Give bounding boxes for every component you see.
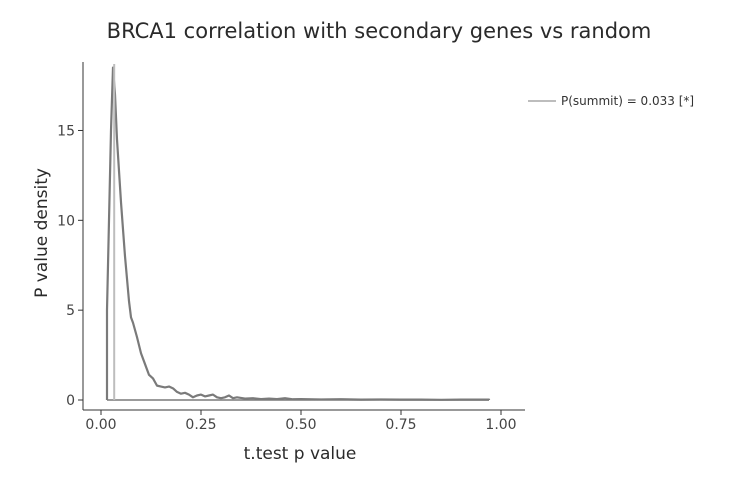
y-tick-label: 10: [57, 213, 75, 229]
chart-title: BRCA1 correlation with secondary genes v…: [107, 19, 652, 43]
x-tick-label: 0.75: [385, 417, 416, 433]
x-tick-label: 0.00: [85, 417, 116, 433]
y-tick-label: 0: [66, 393, 75, 409]
y-tick-label: 15: [57, 123, 75, 139]
plot-area: [105, 64, 491, 401]
density-curve: [105, 66, 491, 401]
x-tick-label: 0.50: [285, 417, 316, 433]
y-axis-title: P value density: [32, 168, 52, 298]
x-tick-label: 0.25: [185, 417, 216, 433]
y-tick-label: 5: [66, 303, 75, 319]
legend: P(summit) = 0.033 [*]: [528, 94, 694, 108]
x-axis-title: t.test p value: [244, 444, 357, 464]
legend-label-summit: P(summit) = 0.033 [*]: [561, 94, 694, 108]
axes: 0.00 0.25 0.50 0.75 1.00 0 5 10 15: [57, 62, 525, 433]
x-tick-label: 1.00: [485, 417, 516, 433]
